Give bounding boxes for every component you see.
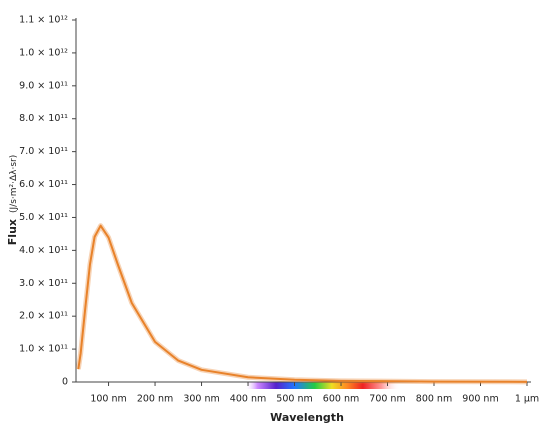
y-tick-label: 4.0 × 10¹¹: [19, 245, 68, 256]
x-tick-label: 600 nm: [323, 394, 359, 405]
y-axis-label: Flux (J/s·m²·Δλ·sr): [6, 155, 19, 245]
x-tick-label: 500 nm: [276, 394, 312, 405]
y-tick-label: 3.0 × 10¹¹: [19, 278, 68, 289]
y-tick-label: 9.0 × 10¹¹: [19, 80, 68, 91]
x-tick-label: 300 nm: [183, 394, 219, 405]
x-tick-label: 200 nm: [137, 394, 173, 405]
y-tick-label: 1.0 × 10¹²: [19, 47, 68, 58]
y-tick-label: 8.0 × 10¹¹: [19, 113, 68, 124]
y-axis-units: (J/s·m²·Δλ·sr): [9, 155, 19, 213]
x-tick-label: 100 nm: [90, 394, 126, 405]
x-tick-label: 800 nm: [416, 394, 452, 405]
x-tick-label: 900 nm: [462, 394, 498, 405]
y-tick-label: 2.0 × 10¹¹: [19, 311, 68, 322]
x-axis-label: Wavelength: [270, 411, 344, 424]
x-tick-label: 1 µm: [515, 394, 539, 405]
y-tick-label: 1.0 × 10¹¹: [19, 344, 68, 355]
visible-spectrum: [245, 382, 400, 389]
y-tick-label: 0: [62, 377, 68, 388]
y-tick-label: 6.0 × 10¹¹: [19, 179, 68, 190]
x-tick-label: 400 nm: [230, 394, 266, 405]
line: [77, 224, 528, 383]
y-tick-label: 1.1 × 10¹²: [19, 15, 68, 26]
line-glow: [75, 223, 528, 385]
y-tick-label: 7.0 × 10¹¹: [19, 146, 68, 157]
x-tick-label: 700 nm: [369, 394, 405, 405]
y-tick-label: 5.0 × 10¹¹: [19, 212, 68, 223]
y-axis-title: Flux: [6, 219, 19, 245]
